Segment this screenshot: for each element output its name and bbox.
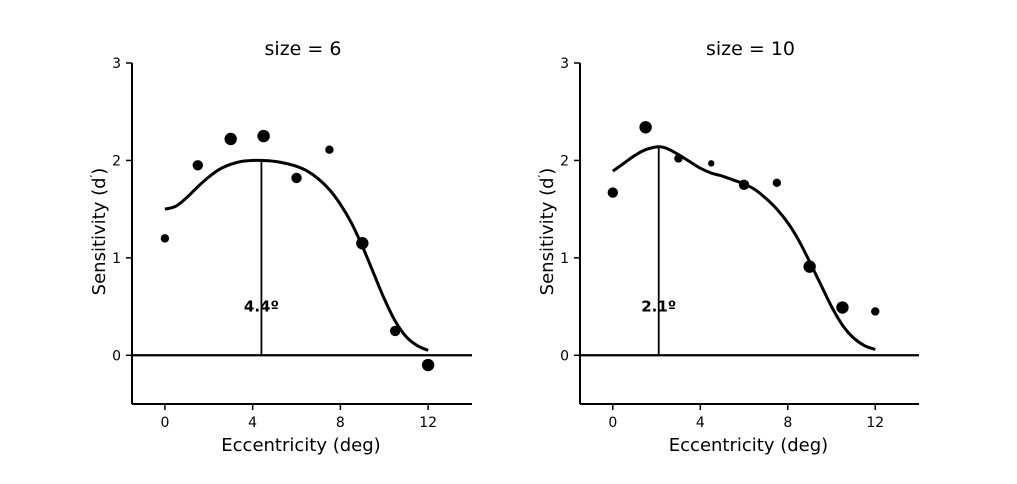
y-tick-label: 2 [112,153,121,169]
data-point [356,237,369,250]
data-point [803,260,816,273]
data-point [836,301,849,314]
chart-title: size = 10 [706,38,795,60]
data-point [708,160,715,167]
y-axis-label: Sensitivity (d′) [88,168,110,296]
x-tick-label: 4 [696,415,705,431]
fit-curve [164,158,429,352]
peak-label: 4.4º [244,297,279,315]
fit-curve [611,145,876,351]
y-tick-label: 2 [560,153,569,169]
x-tick-label: 8 [783,415,792,431]
data-point [257,129,270,143]
x-tick-label: 0 [160,415,169,431]
data-point [674,154,683,163]
y-tick-label: 1 [112,251,121,267]
data-point [421,358,435,372]
data-point [224,132,237,146]
chart-title: size = 6 [265,38,342,60]
x-tick-label: 4 [248,415,257,431]
y-axis-label: Sensitivity (d′) [536,168,558,296]
y-tick-label: 1 [560,251,569,267]
x-tick-label: 12 [866,415,884,431]
y-tick-label: 0 [560,348,569,364]
y-tick-label: 3 [560,56,569,72]
data-point [325,145,334,154]
data-point [390,325,401,337]
data-point [160,234,170,243]
x-axis-label: Eccentricity (deg) [221,435,380,456]
data-point [871,307,880,316]
data-point [192,160,204,171]
x-axis-label: Eccentricity (deg) [669,435,828,456]
x-tick-label: 0 [608,415,617,431]
x-tick-label: 12 [419,415,437,431]
y-tick-label: 3 [112,56,121,72]
data-point [291,172,302,184]
x-tick-label: 8 [336,415,345,431]
peak-label: 2.1º [641,297,676,315]
data-point [607,187,619,198]
data-point [738,179,750,190]
y-tick-label: 0 [112,348,121,364]
data-point [639,121,652,134]
data-point [772,178,782,188]
